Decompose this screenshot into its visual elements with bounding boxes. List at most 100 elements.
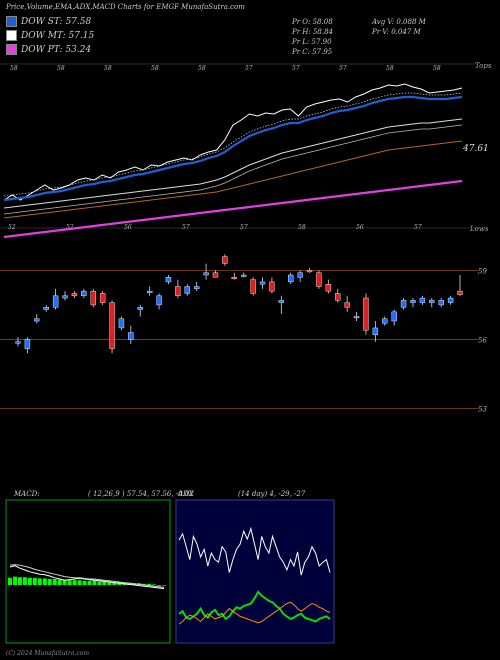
macd-hist-bar-15 xyxy=(82,580,87,585)
candle-body-12 xyxy=(128,332,134,340)
macd-hist-bar-7 xyxy=(42,578,47,585)
tops-tick-7: 57 xyxy=(339,65,347,72)
candle-body-33 xyxy=(325,284,332,292)
macd-hist-bar-30 xyxy=(157,585,162,586)
macd-hist-bar-20 xyxy=(107,581,112,585)
lows-tick-4: 57 xyxy=(240,224,248,231)
tops-tick-5: 57 xyxy=(245,65,253,72)
price-tick-2: 53 xyxy=(478,405,487,413)
candle-body-10 xyxy=(109,302,115,349)
ema-series-ema_short xyxy=(3,95,463,202)
macd-hist-bar-18 xyxy=(97,581,102,585)
macd-hist-bar-5 xyxy=(32,577,37,585)
candle-body-17 xyxy=(175,286,181,296)
lows-tick-3: 57 xyxy=(182,224,190,231)
candle-body-14 xyxy=(146,290,153,293)
tops-tick-8: 58 xyxy=(386,65,394,72)
adx-series-di_plus xyxy=(178,590,331,623)
candle-body-30 xyxy=(297,272,303,278)
lows-tick-2: 56 xyxy=(124,224,132,231)
candle-body-0 xyxy=(15,341,21,344)
candle-body-15 xyxy=(156,295,162,306)
candle-body-16 xyxy=(165,277,172,283)
macd-hist-bar-24 xyxy=(127,582,132,585)
candle-body-25 xyxy=(250,279,256,294)
candle-body-44 xyxy=(429,300,435,303)
ema-series-ema_pt xyxy=(3,179,463,239)
macd-hist-bar-4 xyxy=(27,577,32,585)
macd-hist-bar-2 xyxy=(17,577,22,585)
lows-label: Lows xyxy=(470,225,489,233)
legend-swatch-pt xyxy=(6,44,17,55)
candle-body-43 xyxy=(419,297,426,303)
macd-hist-bar-14 xyxy=(77,580,82,585)
quote-open: Pr O: 58.08 xyxy=(292,18,333,26)
macd-hist-bar-21 xyxy=(112,582,117,585)
macd-hist-bar-3 xyxy=(22,577,27,585)
candle-body-41 xyxy=(400,300,407,308)
candle-body-7 xyxy=(81,290,87,296)
macd-hist-bar-6 xyxy=(37,578,42,585)
candle-body-18 xyxy=(184,286,190,294)
candle-body-24 xyxy=(241,274,247,277)
adx-series-adx xyxy=(178,526,331,576)
lows-tick-5: 58 xyxy=(298,224,306,231)
candle-body-35 xyxy=(344,302,350,308)
candle-body-37 xyxy=(363,297,369,331)
candle-body-47 xyxy=(457,290,463,295)
macd-hist-bar-0 xyxy=(8,577,12,585)
ema-series-ema_mid xyxy=(3,118,463,209)
tops-tick-4: 58 xyxy=(198,65,206,72)
candle-body-9 xyxy=(99,293,106,303)
candle-body-20 xyxy=(203,272,209,276)
quote-avg-volume: Avg V: 0.088 M xyxy=(372,18,426,26)
candle-body-26 xyxy=(259,281,266,285)
macd-series-signal xyxy=(9,564,165,588)
macd-panel-frame xyxy=(5,499,171,644)
candle-body-27 xyxy=(269,281,275,292)
candle-body-4 xyxy=(52,295,59,308)
candle-body-39 xyxy=(382,318,388,324)
macd-hist-bar-10 xyxy=(57,579,62,585)
macd-hist-bar-19 xyxy=(102,581,107,585)
quote-high: Pr H: 58.84 xyxy=(292,28,334,36)
candle-body-36 xyxy=(353,316,360,319)
tops-tick-6: 57 xyxy=(292,65,300,72)
candle-body-2 xyxy=(34,318,40,322)
adx-label: ADX xyxy=(178,490,194,498)
legend-swatch-st xyxy=(6,16,17,27)
macd-hist-bar-1 xyxy=(12,576,17,585)
macd-series-macd xyxy=(9,565,165,590)
tops-tick-1: 58 xyxy=(57,65,65,72)
footer-copyright: (C) 2024 MunafaSutra.com xyxy=(6,650,90,657)
tops-tick-0: 58 xyxy=(10,65,18,72)
macd-hist-bar-13 xyxy=(72,580,77,585)
macd-hist-bar-29 xyxy=(152,584,157,586)
ema-series-short-dotted xyxy=(3,92,463,197)
legend-dow-st: DOW ST: 57.58 xyxy=(6,16,91,27)
candle-body-32 xyxy=(316,272,322,287)
tops-tick-2: 58 xyxy=(104,65,112,72)
macd-label: MACD: xyxy=(14,490,40,498)
candle-body-23 xyxy=(231,277,237,280)
quote-volume: Pr V: 0.047 M xyxy=(372,28,421,36)
ema-series-price xyxy=(3,83,463,201)
lows-tick-1: 52 xyxy=(66,224,74,231)
candle-body-22 xyxy=(222,256,228,264)
macd-hist-bar-12 xyxy=(67,580,72,585)
candle-body-5 xyxy=(62,295,68,299)
price-tick-0: 59 xyxy=(478,267,487,275)
legend-swatch-mt xyxy=(6,30,17,41)
macd-hist-bar-8 xyxy=(47,579,52,585)
adx-values: (14 day) 4, -29, -27 xyxy=(238,490,306,498)
ema-series-mid-lower xyxy=(3,124,463,215)
lows-tick-0: 52 xyxy=(8,224,16,231)
macd-values: ( 12,26,9 ) 57.54, 57.56, -0.02 xyxy=(88,490,194,498)
quote-low: Pr L: 57.90 xyxy=(292,38,332,46)
lows-tick-7: 57 xyxy=(414,224,422,231)
macd-hist-bar-28 xyxy=(147,583,152,585)
price-tick-1: 56 xyxy=(478,336,487,344)
legend-label-mt: DOW MT: 57.15 xyxy=(21,30,95,41)
macd-hist-bar-11 xyxy=(62,579,67,585)
